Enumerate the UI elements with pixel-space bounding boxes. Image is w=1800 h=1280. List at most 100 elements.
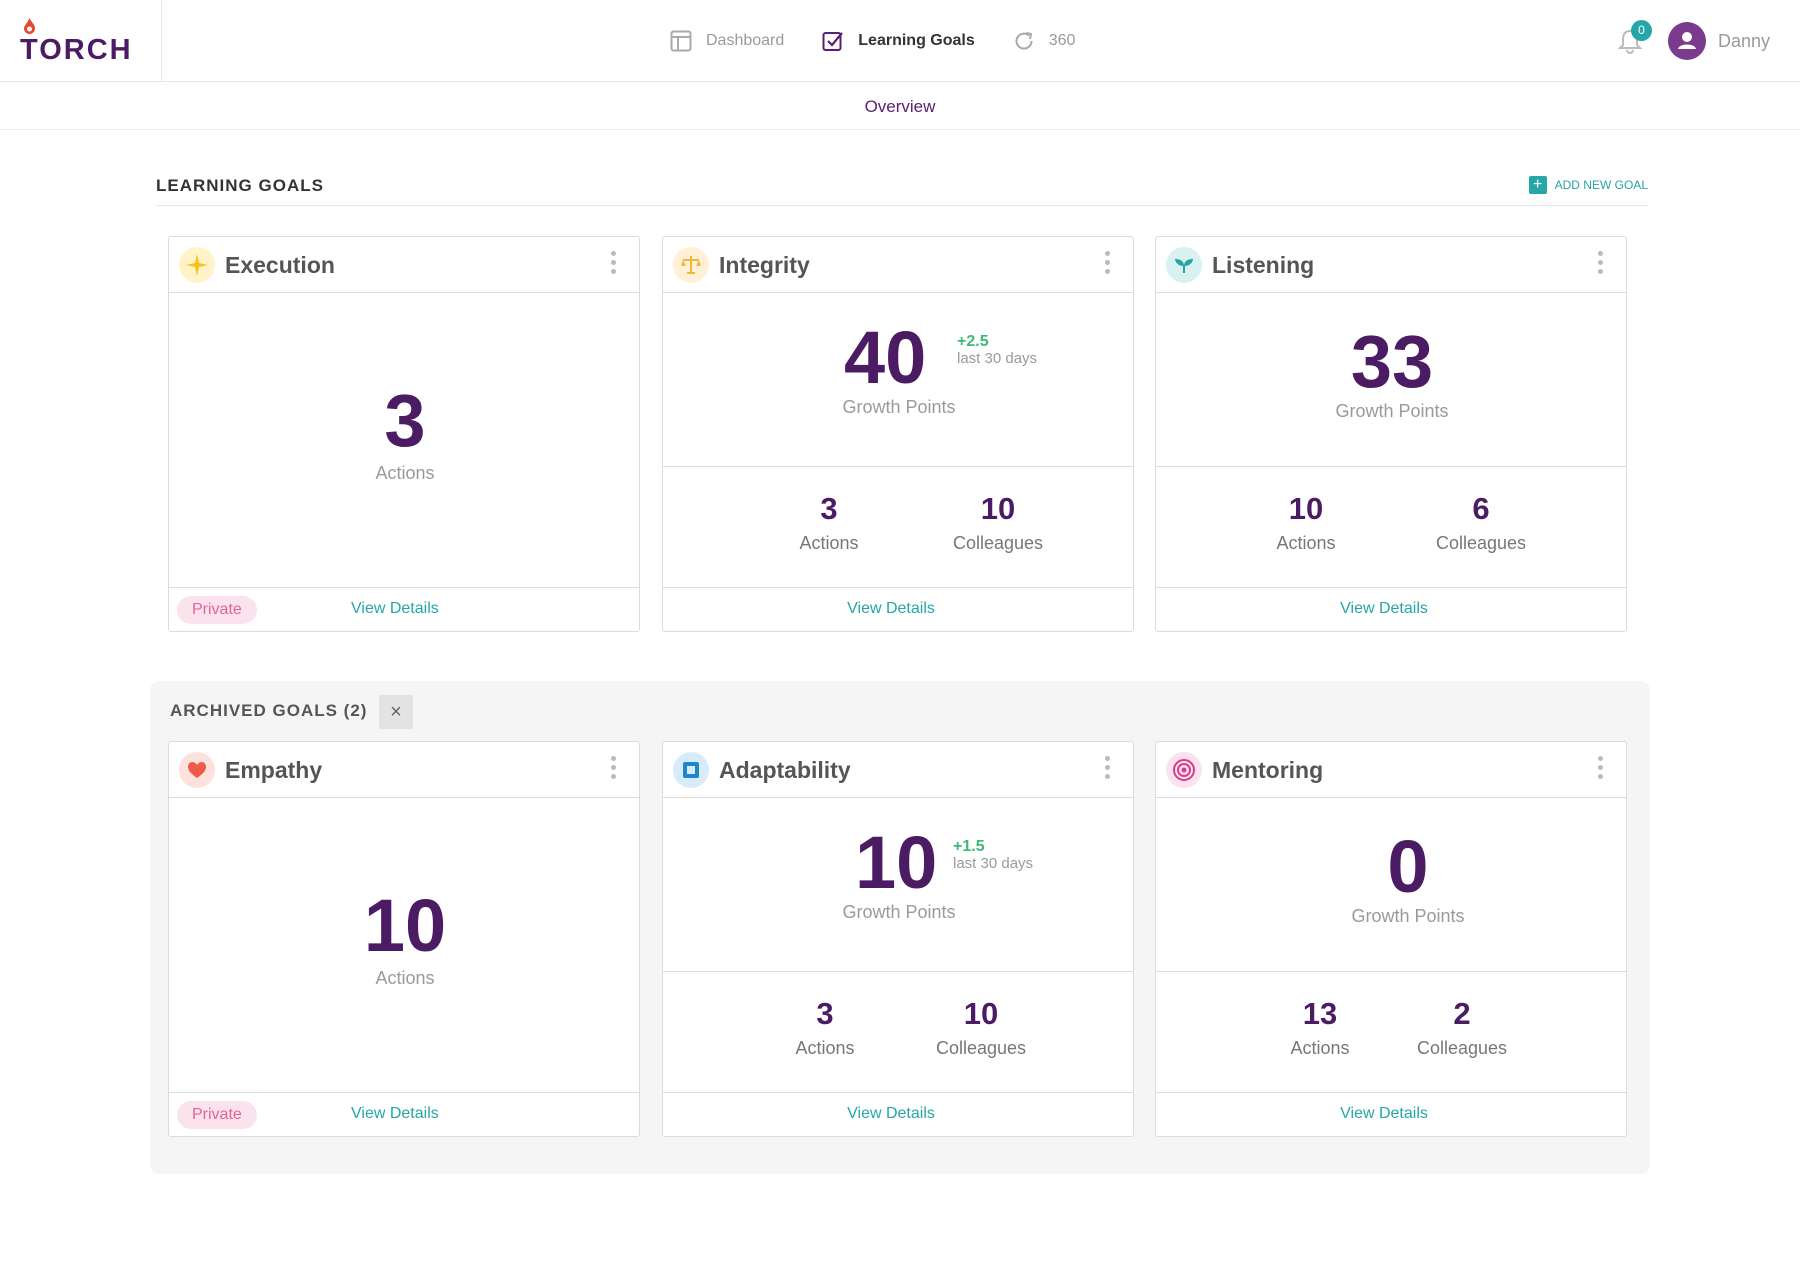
- card-header: Listening: [1156, 237, 1626, 293]
- user-icon: [1678, 32, 1696, 49]
- growth-delta-label: last 30 days: [957, 350, 1038, 367]
- stats-row: 10 Actions 6 Colleagues: [1156, 466, 1626, 588]
- colleagues-label: Colleagues: [952, 533, 1044, 553]
- goal-card-empathy: Empathy 10 Actions Private View Details: [168, 741, 640, 1137]
- add-new-goal-button[interactable]: + ADD NEW GOAL: [1528, 176, 1648, 194]
- card-footer: View Details: [1156, 1092, 1626, 1136]
- learning-goals-header: LEARNING GOALS + ADD NEW GOAL: [156, 172, 1648, 206]
- card-title: Execution: [225, 252, 335, 278]
- view-details-link[interactable]: View Details: [1340, 1105, 1428, 1122]
- more-icon[interactable]: [1598, 756, 1604, 784]
- sub-nav: Overview: [0, 82, 1800, 130]
- actions-count: 13: [1302, 996, 1338, 1031]
- card-header: Empathy: [169, 742, 639, 798]
- more-icon[interactable]: [611, 756, 617, 784]
- card-title: Integrity: [719, 252, 810, 278]
- colleagues-label: Colleagues: [1416, 1038, 1508, 1058]
- growth-points-label: Growth Points: [842, 397, 956, 417]
- growth-points-label: Growth Points: [842, 902, 956, 922]
- more-icon[interactable]: [611, 251, 617, 279]
- colleagues-label: Colleagues: [1435, 533, 1527, 553]
- stats-row: 13 Actions 2 Colleagues: [1156, 971, 1626, 1093]
- actions-label: Actions: [1290, 1038, 1350, 1058]
- nav-item-learning-goals[interactable]: Learning Goals: [822, 30, 975, 52]
- card-footer: View Details: [663, 1092, 1133, 1136]
- target-icon: [1166, 752, 1202, 788]
- actions-count: 10: [1288, 491, 1324, 526]
- plus-icon: +: [1528, 176, 1547, 194]
- user-name[interactable]: Danny: [1718, 31, 1771, 51]
- growth-points-label: Growth Points: [1351, 906, 1465, 926]
- layout-icon: [670, 30, 692, 52]
- colleagues-count: 6: [1472, 491, 1490, 526]
- nav-item-dashboard[interactable]: Dashboard: [670, 30, 784, 52]
- scales-icon: [673, 247, 709, 283]
- main-nav: Dashboard Learning Goals 360: [670, 0, 1113, 82]
- nav-label: Dashboard: [706, 32, 785, 49]
- heart-icon: [179, 752, 215, 788]
- nav-label: Learning Goals: [858, 32, 975, 49]
- card-header: Integrity: [663, 237, 1133, 293]
- view-details-link[interactable]: View Details: [847, 600, 935, 617]
- card-title: Adaptability: [719, 757, 851, 783]
- notification-badge: 0: [1631, 20, 1652, 41]
- growth-delta-label: last 30 days: [953, 855, 1034, 872]
- more-icon[interactable]: [1105, 251, 1111, 279]
- actions-count: 3: [820, 491, 838, 526]
- actions-count: 3: [384, 379, 426, 462]
- view-details-link[interactable]: View Details: [351, 1105, 439, 1122]
- nav-item-360[interactable]: 360: [1013, 30, 1076, 52]
- nav-label: 360: [1048, 32, 1076, 49]
- more-icon[interactable]: [1598, 251, 1604, 279]
- actions-label: Actions: [1276, 533, 1336, 553]
- growth-delta: +1.5: [953, 838, 985, 855]
- card-title: Listening: [1212, 252, 1315, 278]
- top-bar: TORCH Dashboard Learning Goals 360 0 Dan…: [0, 0, 1800, 82]
- colleagues-label: Colleagues: [935, 1038, 1027, 1058]
- view-details-link[interactable]: View Details: [351, 600, 439, 617]
- goal-card-listening: Listening 33 Growth Points 10 Actions 6 …: [1155, 236, 1627, 632]
- archived-title: ARCHIVED GOALS (2): [170, 701, 368, 720]
- growth-points-count: 10: [855, 821, 938, 904]
- goal-card-adaptability: Adaptability 10 +1.5 last 30 days Growth…: [662, 741, 1134, 1137]
- card-footer: Private View Details: [169, 1092, 639, 1136]
- actions-label: Actions: [795, 1038, 855, 1058]
- view-details-link[interactable]: View Details: [1340, 600, 1428, 617]
- growth-delta: +2.5: [957, 333, 989, 350]
- card-header: Mentoring: [1156, 742, 1626, 798]
- card-title: Mentoring: [1212, 757, 1324, 783]
- avatar[interactable]: [1668, 22, 1706, 60]
- close-icon[interactable]: ×: [379, 695, 413, 729]
- actions-label: Actions: [799, 533, 859, 553]
- card-footer: View Details: [1156, 587, 1626, 631]
- logo-text: TORCH: [20, 34, 133, 66]
- goal-card-mentoring: Mentoring 0 Growth Points 13 Actions 2 C…: [1155, 741, 1627, 1137]
- execution-icon: [179, 247, 215, 283]
- card-title: Empathy: [225, 757, 323, 783]
- logo[interactable]: TORCH: [0, 0, 162, 82]
- actions-label: Actions: [375, 968, 435, 988]
- card-footer: View Details: [663, 587, 1133, 631]
- private-badge: Private: [177, 1101, 257, 1129]
- goal-card-execution: Execution 3 Actions Private View Details: [168, 236, 640, 632]
- growth-points-count: 0: [1387, 825, 1429, 908]
- square-icon: [673, 752, 709, 788]
- colleagues-count: 10: [980, 491, 1016, 526]
- card-footer: Private View Details: [169, 587, 639, 631]
- colleagues-count: 10: [963, 996, 999, 1031]
- tab-overview[interactable]: Overview: [864, 97, 936, 116]
- growth-points-label: Growth Points: [1335, 401, 1449, 421]
- growth-points-count: 40: [844, 316, 927, 399]
- add-goal-label: ADD NEW GOAL: [1554, 178, 1648, 192]
- checkbox-icon: [822, 32, 844, 51]
- sprout-icon: [1166, 247, 1202, 283]
- more-icon[interactable]: [1105, 756, 1111, 784]
- private-badge: Private: [177, 596, 257, 624]
- colleagues-count: 2: [1453, 996, 1471, 1031]
- card-header: Execution: [169, 237, 639, 293]
- flame-icon: [24, 18, 35, 34]
- stats-row: 3 Actions 10 Colleagues: [663, 971, 1133, 1093]
- stats-row: 3 Actions 10 Colleagues: [663, 466, 1133, 588]
- view-details-link[interactable]: View Details: [847, 1105, 935, 1122]
- goal-card-integrity: Integrity 40 +2.5 last 30 days Growth Po…: [662, 236, 1134, 632]
